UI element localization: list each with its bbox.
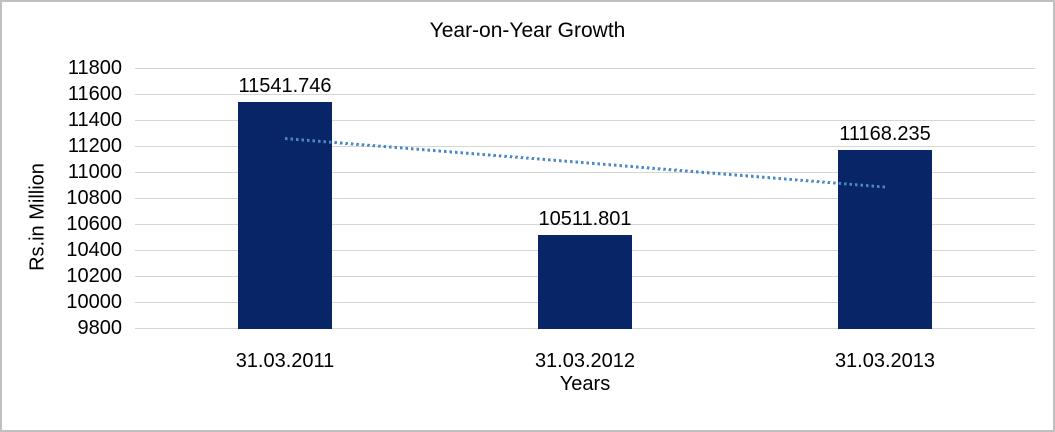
chart-title: Year-on-Year Growth — [429, 19, 626, 42]
y-tick-label: 11400 — [67, 109, 122, 131]
bar — [538, 235, 632, 329]
data-label: 11168.235 — [839, 123, 931, 146]
bar — [838, 150, 932, 329]
y-tick-label: 10000 — [66, 291, 122, 313]
y-tick-label: 10800 — [66, 187, 122, 209]
gridline — [135, 224, 1035, 225]
x-category-label: 31.03.2011 — [235, 350, 335, 372]
data-label: 10511.801 — [538, 208, 632, 231]
gridline — [135, 198, 1035, 199]
gridline — [135, 94, 1035, 95]
gridline — [135, 68, 1035, 69]
y-tick-label: 10200 — [66, 265, 122, 287]
x-category-label: 31.03.2012 — [534, 350, 636, 372]
y-tick-label: 11200 — [67, 135, 122, 157]
y-tick-label: 9800 — [77, 317, 123, 339]
y-tick-label: 11600 — [67, 83, 122, 105]
gridline — [135, 120, 1035, 121]
bar — [238, 101, 332, 329]
y-tick-label: 10400 — [66, 239, 122, 261]
y-tick-label: 10600 — [66, 213, 122, 235]
gridline — [135, 146, 1035, 147]
y-tick-label: 11000 — [67, 161, 122, 183]
x-axis-title: Years — [559, 373, 611, 395]
gridline — [135, 172, 1035, 173]
y-tick-label: 11800 — [67, 57, 122, 79]
x-category-label: 31.03.2013 — [834, 350, 936, 372]
data-label: 11541.746 — [238, 74, 332, 97]
